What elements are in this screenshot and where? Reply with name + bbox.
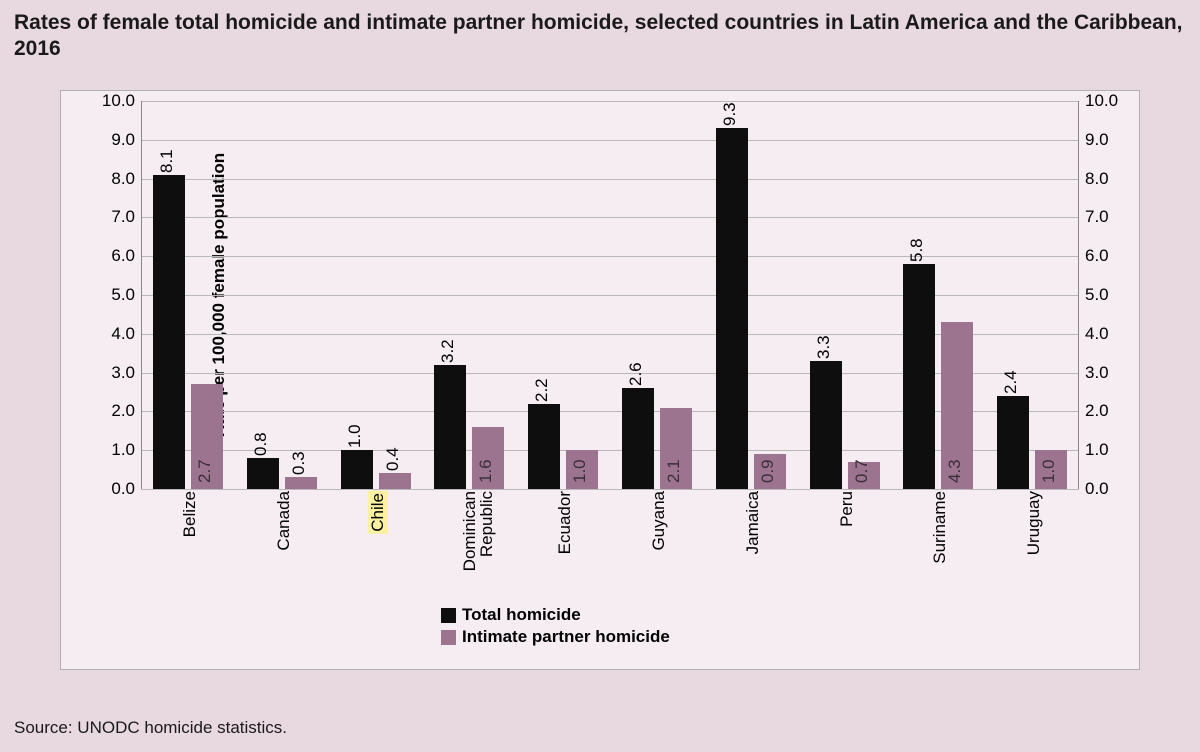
y-tick-right: 10.0 [1079, 91, 1118, 111]
bar-total: 3.2 [434, 365, 466, 489]
y-tick-right: 5.0 [1079, 285, 1109, 305]
y-tick-right: 1.0 [1079, 440, 1109, 460]
bar-ipv: 4.3 [941, 322, 973, 489]
bar-ipv: 0.3 [285, 477, 317, 489]
y-tick-left: 5.0 [111, 285, 141, 305]
bar-total: 3.3 [810, 361, 842, 489]
x-tick-label: Guyana [649, 491, 669, 551]
bar-value-label: 3.3 [814, 335, 834, 359]
x-tick-label: Suriname [930, 491, 950, 564]
bar-value-label: 5.8 [907, 238, 927, 262]
bar-value-label: 2.6 [626, 362, 646, 386]
bar-value-label: 2.7 [195, 459, 215, 483]
bar-value-label: 4.3 [945, 459, 965, 483]
bar-ipv: 1.0 [1035, 450, 1067, 489]
y-tick-left: 0.0 [111, 479, 141, 499]
bar-group: 3.2 1.6 [434, 101, 504, 489]
bar-total: 9.3 [716, 128, 748, 489]
bar-group: 8.1 2.7 [153, 101, 223, 489]
bar-value-label: 2.2 [532, 378, 552, 402]
bar-value-label: 9.3 [720, 103, 740, 127]
bar-total: 2.2 [528, 404, 560, 489]
plot-area: Rate per 100,000 female population 0.00.… [141, 101, 1079, 489]
x-tick-label: Chile [368, 491, 388, 534]
y-tick-left: 4.0 [111, 324, 141, 344]
bar-ipv: 0.9 [754, 454, 786, 489]
bar-group: 9.3 0.9 [716, 101, 786, 489]
legend-swatch-total [441, 608, 456, 623]
y-tick-right: 3.0 [1079, 363, 1109, 383]
bar-ipv: 1.0 [566, 450, 598, 489]
bar-group: 3.3 0.7 [810, 101, 880, 489]
bar-total: 5.8 [903, 264, 935, 489]
legend-item-ipv: Intimate partner homicide [441, 627, 670, 647]
y-tick-left: 9.0 [111, 130, 141, 150]
x-tick-label: Ecuador [555, 491, 575, 554]
bar-ipv: 0.7 [848, 462, 880, 489]
bar-group: 2.6 2.1 [622, 101, 692, 489]
bar-value-label: 1.0 [345, 425, 365, 449]
bar-value-label: 0.9 [758, 459, 778, 483]
bar-group: 0.8 0.3 [247, 101, 317, 489]
bar-value-label: 2.1 [664, 459, 684, 483]
legend: Total homicide Intimate partner homicide [441, 605, 670, 649]
x-tick-label: Peru [837, 491, 857, 527]
bar-value-label: 2.4 [1001, 370, 1021, 394]
y-tick-left: 8.0 [111, 169, 141, 189]
bar-value-label: 0.8 [251, 432, 271, 456]
source-attribution: Source: UNODC homicide statistics. [14, 718, 287, 738]
bar-total: 2.4 [997, 396, 1029, 489]
y-tick-right: 7.0 [1079, 207, 1109, 227]
bar-value-label: 3.2 [438, 339, 458, 363]
y-tick-left: 3.0 [111, 363, 141, 383]
bar-ipv: 2.1 [660, 408, 692, 489]
legend-swatch-ipv [441, 630, 456, 645]
bar-value-label: 0.4 [383, 448, 403, 472]
bar-value-label: 8.1 [157, 149, 177, 173]
y-tick-left: 2.0 [111, 401, 141, 421]
bar-total: 2.6 [622, 388, 654, 489]
bars-container: 8.1 2.7 0.8 0.3 1.0 0.4 3.2 1.6 2.2 1.0 2.6 2.1 9.3 0… [141, 101, 1079, 489]
chart-container: Rate per 100,000 female population 0.00.… [60, 90, 1140, 670]
bar-group: 2.2 1.0 [528, 101, 598, 489]
bar-group: 2.4 1.0 [997, 101, 1067, 489]
x-tick-label: Jamaica [743, 491, 763, 554]
bar-group: 5.8 4.3 [903, 101, 973, 489]
bar-ipv: 0.4 [379, 473, 411, 489]
y-tick-right: 2.0 [1079, 401, 1109, 421]
y-tick-right: 8.0 [1079, 169, 1109, 189]
bar-group: 1.0 0.4 [341, 101, 411, 489]
y-tick-left: 10.0 [102, 91, 141, 111]
legend-label: Intimate partner homicide [462, 627, 670, 647]
bar-ipv: 2.7 [191, 384, 223, 489]
bar-total: 0.8 [247, 458, 279, 489]
y-tick-right: 4.0 [1079, 324, 1109, 344]
x-tick-label: Uruguay [1024, 491, 1044, 555]
bar-total: 1.0 [341, 450, 373, 489]
x-tick-label: Belize [180, 491, 200, 537]
bar-total: 8.1 [153, 175, 185, 489]
y-tick-left: 7.0 [111, 207, 141, 227]
y-tick-left: 1.0 [111, 440, 141, 460]
y-tick-right: 6.0 [1079, 246, 1109, 266]
y-tick-right: 9.0 [1079, 130, 1109, 150]
bar-value-label: 0.3 [289, 452, 309, 476]
chart-title: Rates of female total homicide and intim… [14, 10, 1186, 63]
bar-value-label: 1.0 [570, 459, 590, 483]
x-tick-label: Canada [274, 491, 294, 551]
bar-value-label: 1.6 [476, 459, 496, 483]
y-tick-left: 6.0 [111, 246, 141, 266]
legend-label: Total homicide [462, 605, 581, 625]
y-tick-right: 0.0 [1079, 479, 1109, 499]
x-tick-label: DominicanRepublic [461, 491, 495, 571]
bar-ipv: 1.6 [472, 427, 504, 489]
bar-value-label: 1.0 [1039, 459, 1059, 483]
legend-item-total: Total homicide [441, 605, 670, 625]
bar-value-label: 0.7 [852, 459, 872, 483]
